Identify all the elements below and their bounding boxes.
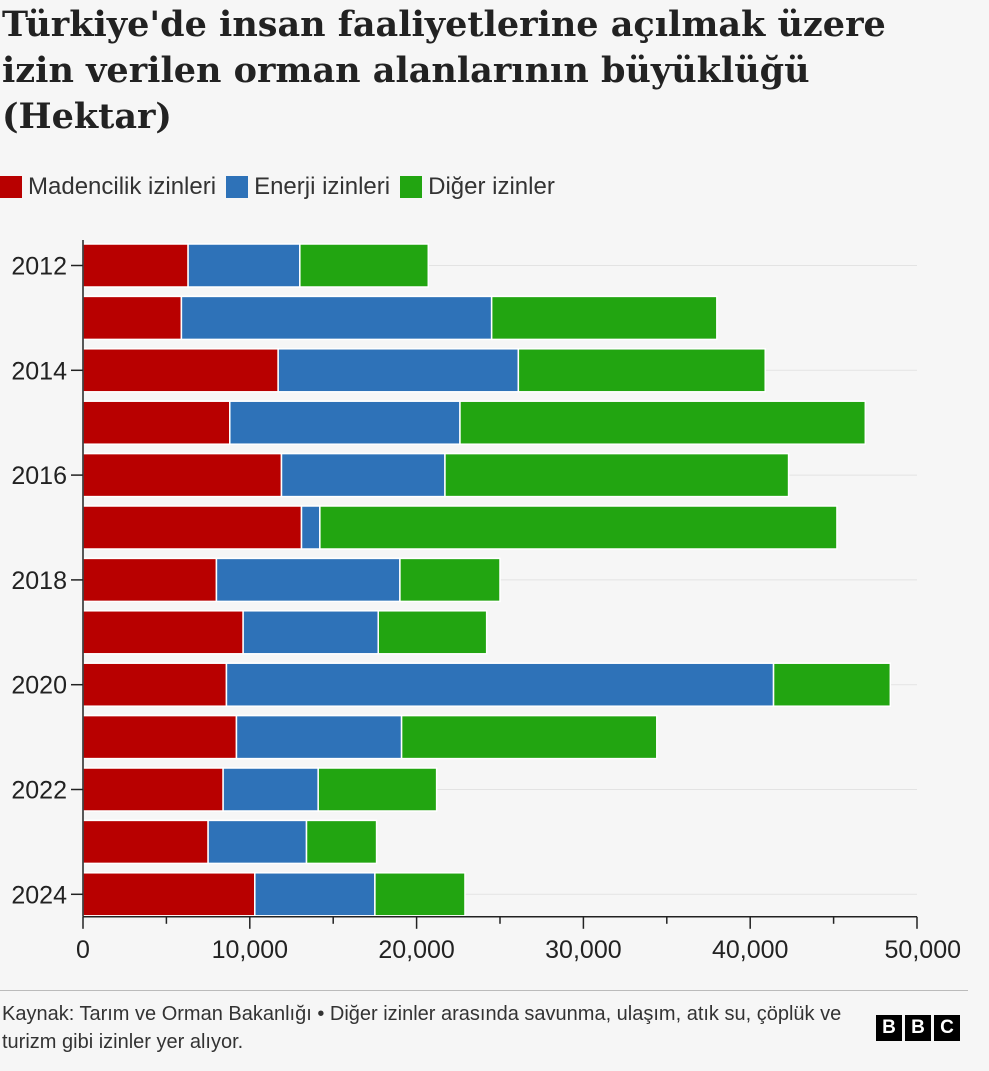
stacked-bar-chart: 2012 2014 2016 2018 2020 2022 2024 0 10,000 20,00…	[11, 240, 961, 964]
source-note: Kaynak: Tarım ve Orman Bakanlığı • Diğer…	[2, 1003, 842, 1053]
bar-segment	[82, 610, 244, 655]
legend-item-1: Madencilik izinleri	[0, 173, 216, 201]
bar-segment	[82, 295, 183, 341]
bar-segment	[222, 767, 319, 812]
y-tick-label: 2020	[11, 672, 67, 700]
bar-segment	[82, 819, 209, 865]
legend-swatch	[0, 176, 22, 198]
bar-segment	[215, 557, 401, 603]
y-tick-label: 2022	[11, 777, 67, 805]
bar-segment	[517, 348, 766, 393]
bar-segment	[490, 295, 718, 341]
bar-segment	[280, 452, 446, 498]
legend-item-3: Diğer izinler	[400, 173, 555, 201]
bar-segment	[82, 452, 283, 498]
bar-segment	[229, 400, 461, 445]
bar-segment	[374, 872, 466, 917]
x-tick-label: 20,000	[378, 936, 454, 964]
bar-segment	[82, 714, 238, 760]
bar-segment	[459, 400, 867, 445]
legend-label: Diğer izinler	[428, 173, 555, 200]
bar-segment	[180, 295, 493, 341]
legend-swatch	[400, 176, 423, 198]
bbc-logo-block: B	[905, 1015, 931, 1041]
x-tick-label: 40,000	[712, 936, 788, 964]
y-tick-label: 2016	[11, 462, 67, 490]
bar-segment	[300, 505, 321, 550]
bar-segment	[82, 505, 303, 550]
x-tick-label: 0	[76, 936, 90, 964]
bar-segment	[82, 872, 256, 917]
y-tick-label: 2014	[11, 357, 67, 385]
bar-segment	[82, 400, 231, 445]
x-tick-label: 50,000	[885, 936, 961, 964]
bar-segment	[305, 819, 378, 865]
bar-segment	[299, 243, 430, 288]
bbc-logo-block: B	[876, 1015, 902, 1041]
chart-title: Türkiye'de insan faaliyetlerine açılmak …	[2, 4, 886, 137]
bar-segment	[400, 714, 658, 760]
bar-segment	[82, 243, 189, 288]
bar-segment	[82, 767, 224, 812]
footer-divider	[0, 990, 968, 991]
y-tick-label: 2018	[11, 567, 67, 595]
x-tick-label: 30,000	[545, 936, 621, 964]
legend: Madencilik izinleri Enerji izinleri Diğer …	[0, 170, 565, 204]
bar-segment	[317, 767, 438, 812]
bar-segment	[399, 557, 501, 603]
legend-item-2: Enerji izinleri	[226, 173, 390, 201]
bar-segment	[277, 348, 520, 393]
bar-segment	[235, 714, 403, 760]
legend-label: Madencilik izinleri	[28, 173, 217, 200]
legend-swatch	[226, 176, 249, 198]
x-tick-label: 10,000	[212, 936, 288, 964]
bar-segment	[377, 610, 488, 655]
bar-segment	[319, 505, 838, 550]
bar-segment	[82, 348, 279, 393]
bar-segment	[187, 243, 301, 288]
y-tick-label: 2024	[11, 881, 67, 909]
bar-segment	[444, 452, 790, 498]
bar-segment	[82, 557, 218, 603]
y-tick-label: 2012	[11, 253, 67, 281]
legend-label: Enerji izinleri	[254, 173, 391, 200]
bar-segment	[207, 819, 308, 865]
bar-segment	[772, 662, 892, 707]
bar-segment	[82, 662, 228, 707]
bar-segment	[242, 610, 379, 655]
bar-segment	[225, 662, 775, 707]
bbc-logo-block: C	[934, 1015, 960, 1041]
bar-segment	[254, 872, 376, 917]
